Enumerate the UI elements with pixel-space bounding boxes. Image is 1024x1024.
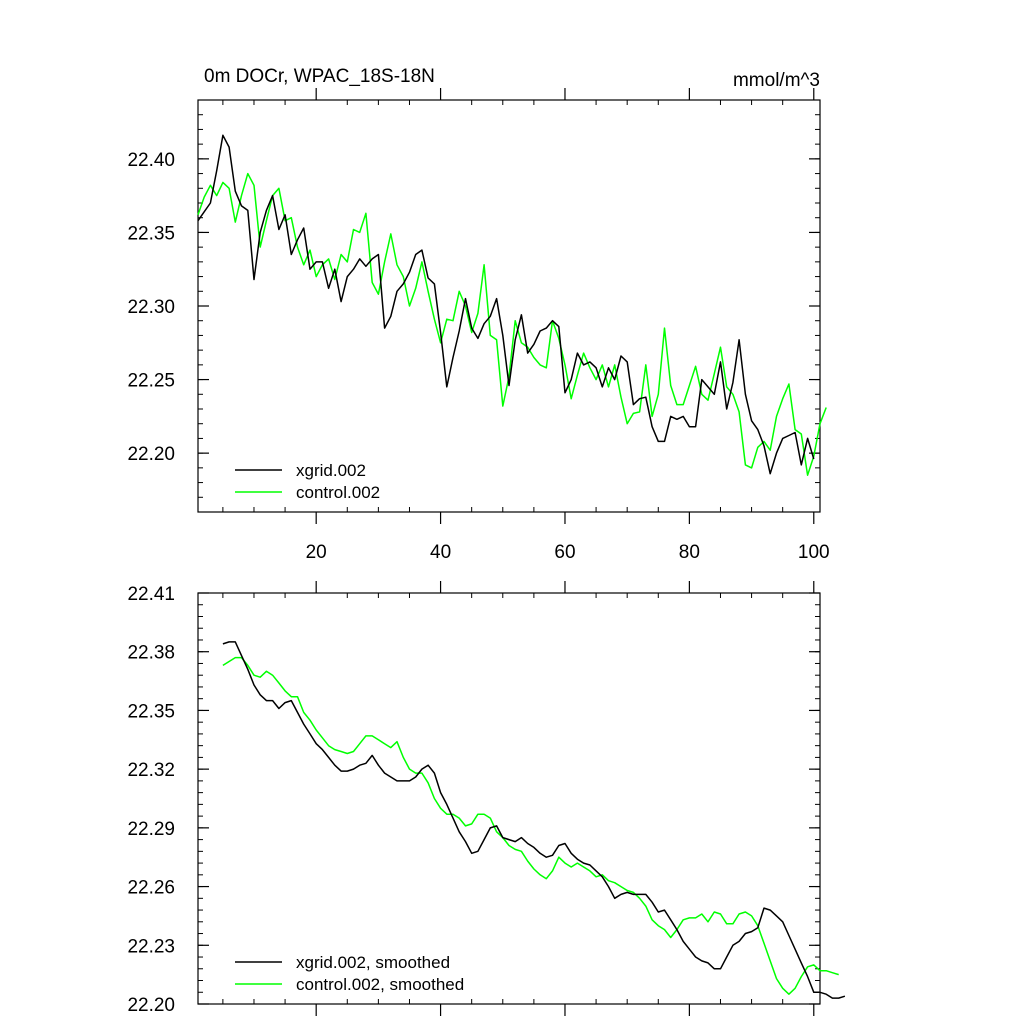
top-chart: 0m DOCr, WPAC_18S-18N mmol/m^3 22.2022.2…: [127, 66, 829, 563]
bottom-chart-plot-frame: [197, 592, 821, 1005]
y-tick-label: 22.35: [127, 701, 175, 722]
y-tick-label: 22.38: [127, 643, 175, 664]
top-chart-y-axis: 22.20 22.25 22.30 22.35 22.40: [127, 99, 820, 513]
bottom-chart-legend: xgrid.002, smoothed control.002, smoothe…: [235, 953, 464, 994]
y-tick-label: 22.25: [127, 371, 175, 392]
y-tick-label: 22.20: [127, 444, 175, 465]
series-line-control-002-smoothed: [222, 656, 839, 995]
y-tick-label: 22.35: [127, 223, 175, 244]
bottom-chart-series: [222, 641, 846, 999]
legend-label-xgrid-smoothed: xgrid.002, smoothed: [296, 953, 450, 972]
legend-label-xgrid: xgrid.002: [296, 461, 366, 480]
series-line-control-002: [197, 172, 827, 476]
y-tick-label: 22.32: [127, 760, 175, 781]
y-tick-label: 22.30: [127, 297, 175, 318]
legend-label-control: control.002: [296, 483, 380, 502]
series-line-xgrid-002: [197, 134, 815, 475]
y-tick-label: 22.20: [127, 995, 175, 1016]
y-tick-label: 22.40: [127, 150, 175, 171]
y-tick-label: 22.26: [127, 878, 175, 899]
x-tick-label: 100: [798, 542, 830, 563]
top-chart-units: mmol/m^3: [733, 70, 820, 91]
y-tick-label: 22.41: [127, 584, 175, 605]
top-chart-series: [197, 134, 827, 476]
legend-label-control-smoothed: control.002, smoothed: [296, 975, 464, 994]
bottom-chart: 22.20 22.23 22.26 22.29 22.32 22.35 22.38 22.41…: [127, 581, 846, 1016]
x-tick-label: 20: [306, 542, 327, 563]
bottom-chart-y-axis: 22.20 22.23 22.26 22.29 22.32 22.35 22.38 22.41: [127, 584, 820, 1016]
x-tick-label: 40: [430, 542, 451, 563]
top-chart-title: 0m DOCr, WPAC_18S-18N: [204, 66, 435, 87]
series-line-xgrid-002-smoothed: [222, 641, 846, 999]
top-chart-x-axis: 20 40 60 80 100: [222, 88, 830, 563]
y-tick-label: 22.29: [127, 819, 175, 840]
y-tick-label: 22.23: [127, 936, 175, 957]
top-chart-legend: xgrid.002 control.002: [235, 461, 380, 502]
x-tick-label: 60: [554, 542, 575, 563]
x-tick-label: 80: [679, 542, 700, 563]
bottom-chart-x-axis: [222, 581, 815, 1016]
